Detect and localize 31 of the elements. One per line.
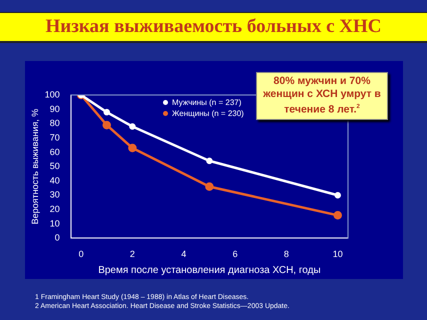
y-tick-label: 80 — [50, 118, 60, 128]
x-tick-label: 0 — [78, 249, 84, 260]
x-axis-title: Время после установления диагноза ХСН, годы — [98, 264, 321, 276]
x-tick-label: 6 — [232, 249, 238, 260]
y-axis-title: Вероятность выживания, % — [30, 108, 40, 224]
point — [129, 123, 136, 130]
y-tick-label: 10 — [50, 218, 60, 228]
y-tick-label: 20 — [50, 204, 60, 214]
y-tick-label: 0 — [54, 232, 60, 243]
annotation: 80% мужчин и 70% женщин с ХСН умрут в течение 8 лет.$^{2}$ — [256, 72, 388, 120]
legend-label: Женщины (n = 230) — [171, 108, 244, 119]
chart-title: Низкая выживаемость больных с ХНС — [0, 12, 427, 43]
y-tick-label: 30 — [50, 190, 60, 200]
y-tick-label: 100 — [44, 89, 60, 100]
legend-label: Мужчины (n = 237) — [171, 97, 242, 108]
point — [334, 192, 341, 198]
x-tick-label: 8 — [284, 249, 289, 260]
y-tick-label: 90 — [50, 104, 60, 114]
point — [333, 211, 342, 220]
point — [205, 182, 214, 191]
y-tick-label: 50 — [50, 161, 60, 172]
point — [128, 144, 137, 152]
y-tick-label: 60 — [50, 146, 60, 157]
y-tick-label: 70 — [50, 132, 60, 142]
point — [104, 108, 110, 116]
x-tick-label: 2 — [130, 249, 135, 260]
y-tick-label: 40 — [50, 175, 60, 186]
point — [206, 158, 213, 164]
x-tick-label: 4 — [181, 249, 186, 260]
x-tick-label: 10 — [332, 249, 343, 260]
point — [102, 120, 111, 130]
